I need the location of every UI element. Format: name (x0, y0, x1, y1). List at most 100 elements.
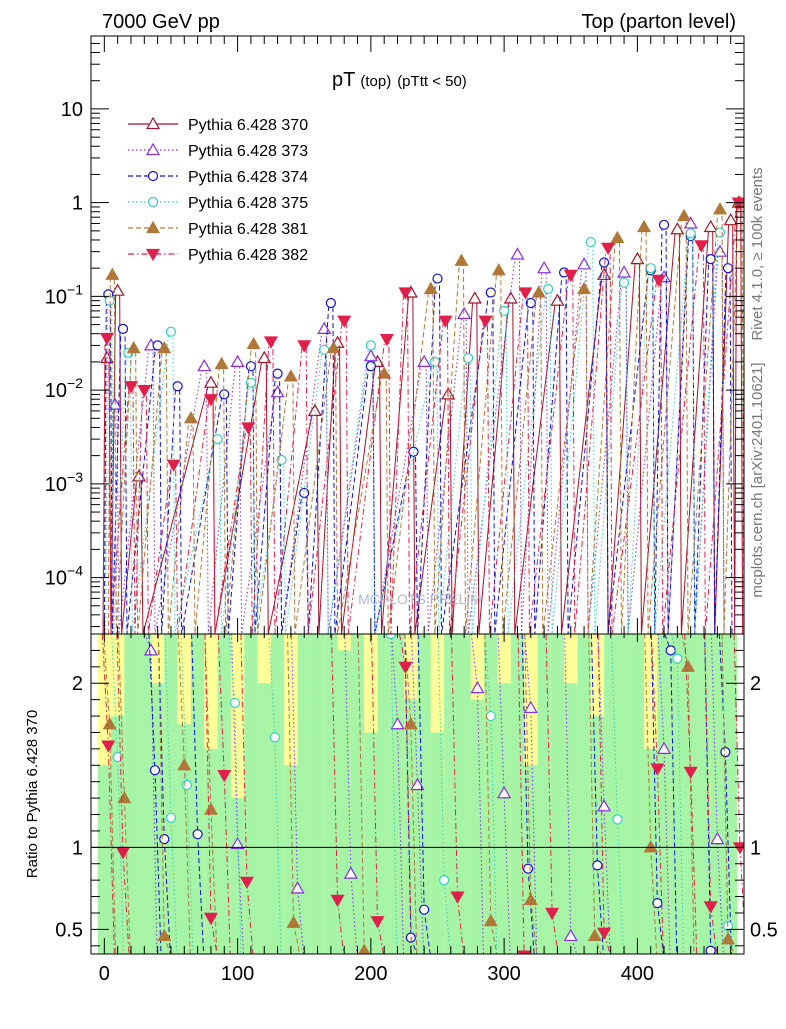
main-ytick-label: 10−1 (45, 281, 83, 308)
ratio-line-0-7 (497, 634, 505, 794)
band-inner-bin-3 (137, 634, 151, 954)
main-point-2-6 (272, 368, 283, 379)
ratio-point-0-11 (657, 741, 672, 754)
main-point-0-2 (131, 469, 147, 482)
main-point-0-15 (670, 222, 685, 235)
ratio-drop-1-8 (670, 650, 678, 954)
band-inner-bin-12 (257, 683, 271, 954)
ratio-drop-1-7 (656, 903, 664, 954)
legend-marker-1 (145, 142, 161, 156)
ratio-line-4-10 (545, 634, 553, 913)
ratio-line-1-9 (704, 634, 712, 951)
ratio-point-1-6 (592, 860, 603, 871)
watermark: MCPLOTS PRELIM (358, 591, 482, 607)
band-inner-bin-26 (444, 634, 458, 954)
main-point-3-14 (645, 263, 656, 274)
ratio-point-0-0 (143, 643, 159, 656)
main-point-4-6 (283, 369, 298, 382)
ratio-point-3-11 (643, 840, 658, 853)
ratio-line-1-5 (521, 634, 529, 869)
main-point-3-7 (365, 340, 376, 351)
ratio-line-3-4 (204, 634, 212, 810)
main-point-2-7 (299, 487, 310, 499)
ratio-drop-3-9 (530, 899, 538, 954)
ratio-point-2-6 (439, 875, 450, 886)
legend-entry-4: Pythia 6.428 381 (128, 220, 308, 238)
ratio-line-4-1 (116, 634, 124, 853)
ratio-drop-2-1 (170, 817, 178, 954)
ratio-point-3-2 (157, 928, 172, 942)
ratio-drop-1-0 (154, 770, 162, 954)
band-inner-bin-2 (124, 634, 138, 954)
main-point-0-3 (203, 375, 218, 388)
ratio-ytick-label-left: 0.5 (55, 919, 83, 941)
ratio-drop-4-6 (377, 921, 385, 954)
main-point-5-12 (478, 315, 493, 328)
ratio-point-3-5 (286, 915, 301, 928)
ratio-line-1-8 (664, 634, 672, 651)
main-point-2-5 (245, 361, 257, 372)
ratio-line-4-3 (217, 634, 225, 776)
ratio-drop-4-12 (656, 768, 664, 954)
ratio-line-3-6 (357, 634, 365, 951)
ratio-y-axis-label: Ratio to Pythia 6.428 370 (24, 710, 41, 878)
main-point-4-17 (712, 202, 728, 215)
main-point-4-14 (610, 230, 625, 244)
band-inner-bin-11 (244, 634, 258, 954)
ratio-drop-1-5 (527, 868, 535, 954)
ratio-point-2-0 (112, 751, 123, 763)
legend-marker-3 (147, 196, 159, 208)
ratio-xtick-label: 0 (99, 963, 110, 985)
ratio-line-2-8 (610, 634, 618, 820)
ratio-drop-1-1 (163, 839, 171, 954)
ratio-point-2-2 (181, 779, 193, 791)
ratio-line-3-3 (177, 634, 185, 766)
band-inner-bin-21 (377, 634, 391, 954)
ratio-drop-0-5 (417, 784, 424, 954)
main-point-1-10 (537, 260, 552, 274)
ratio-point-1-4 (419, 904, 430, 915)
main-point-5-16 (651, 274, 666, 288)
ratio-drop-3-4 (210, 809, 218, 954)
band-inner-bin-28 (470, 699, 485, 954)
main-point-5-11 (438, 315, 453, 328)
band-inner-bin-16 (310, 634, 325, 954)
band-inner-bin-40 (630, 634, 645, 954)
main-point-5-10 (398, 287, 413, 300)
main-point-4-13 (577, 281, 592, 295)
main-point-5-3 (166, 459, 181, 472)
ratio-drop-2-9 (676, 658, 684, 954)
ratio-point-4-15 (732, 842, 744, 855)
ratio-drop-1-10 (724, 752, 732, 954)
main-point-3-9 (463, 352, 474, 364)
band-inner-bin-35 (564, 683, 578, 954)
main-point-3-12 (585, 236, 596, 248)
legend-marker-2 (147, 170, 159, 182)
main-point-3-13 (618, 277, 630, 288)
main-point-3-15 (685, 228, 696, 239)
ratio-line-3-13 (721, 634, 729, 940)
band-inner-bin-36 (577, 634, 591, 954)
main-ytick-label: 10 (61, 99, 83, 121)
ratio-xtick-label: 200 (354, 963, 387, 985)
ratio-point-3-12 (680, 659, 696, 672)
ratio-point-2-9 (672, 653, 683, 664)
main-point-5-15 (601, 242, 616, 255)
ratio-point-4-14 (703, 901, 718, 914)
band-inner-bin-27 (457, 634, 471, 954)
main-point-2-12 (485, 287, 496, 298)
ratio-panel-frame (90, 633, 745, 955)
ratio-line-4-11 (597, 634, 605, 933)
band-inner-bin-31 (510, 634, 525, 954)
ratio-point-2-3 (229, 697, 241, 709)
ratio-point-3-8 (483, 913, 498, 927)
main-point-3-0 (104, 295, 115, 306)
ratio-point-4-4 (239, 876, 254, 890)
main-point-5-14 (563, 269, 578, 282)
ratio-point-4-2 (203, 912, 218, 926)
legend-label-4: Pythia 6.428 381 (188, 221, 308, 238)
band-inner-bin-39 (617, 634, 631, 954)
ratio-drop-3-0 (109, 724, 117, 954)
band-inner-bin-38 (604, 634, 618, 954)
legend-entry-0: Pythia 6.428 370 (128, 116, 308, 134)
